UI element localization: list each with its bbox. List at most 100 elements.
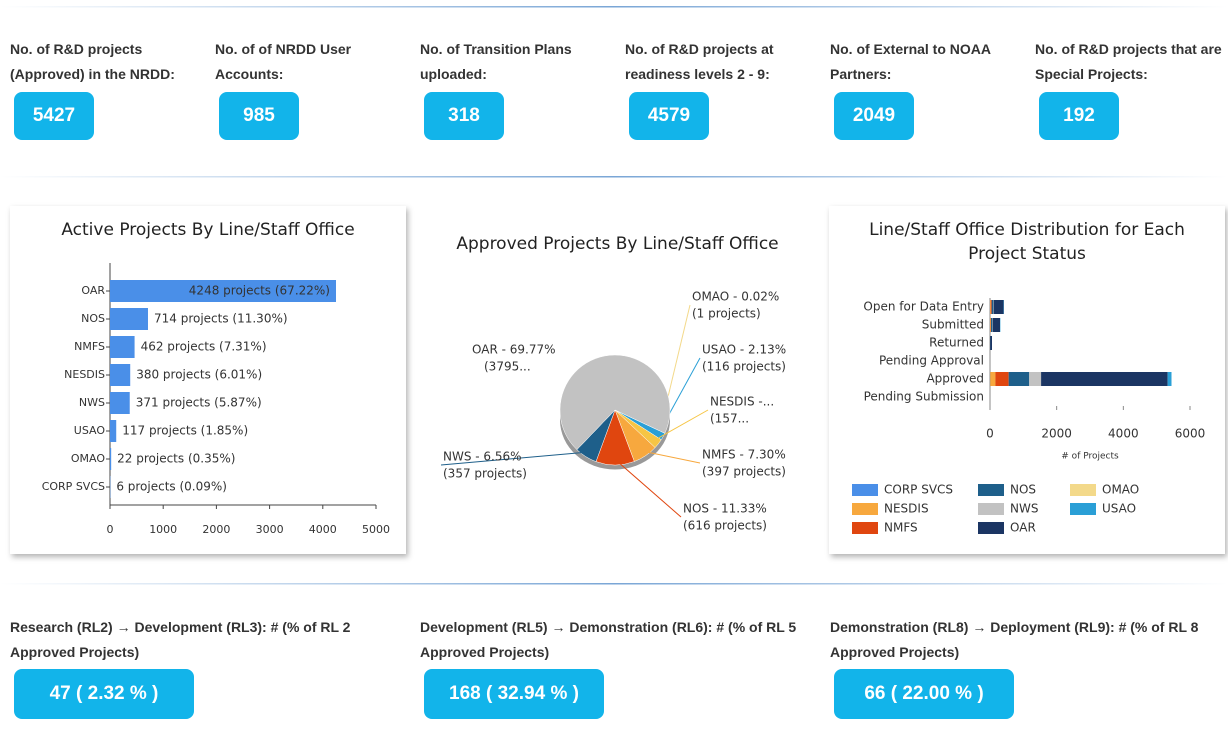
data-label: OMAO - 0.02% [692, 290, 779, 304]
data-label: (616 projects) [683, 519, 767, 533]
x-tick-label: 0 [986, 427, 994, 441]
leader-line [642, 450, 701, 464]
leader-line [653, 409, 709, 441]
legend-label: OMAO [1102, 483, 1139, 497]
data-label: (1 projects) [692, 307, 761, 321]
data-label: (157... [710, 412, 749, 426]
transition-value: 66 ( 22.00 % ) [834, 669, 1014, 719]
bar-segment [990, 372, 996, 386]
y-tick-label: USAO [74, 424, 106, 437]
bar [110, 448, 112, 470]
bar [110, 336, 135, 358]
data-label: NWS - 6.56% [443, 450, 522, 464]
data-label: (357 projects) [443, 467, 527, 481]
bar-segment [995, 372, 1009, 386]
y-tick-label: Approved [926, 372, 984, 386]
data-label: 22 projects (0.35%) [117, 452, 235, 466]
divider [0, 6, 1228, 8]
legend-label: NWS [1010, 502, 1038, 516]
legend-swatch [1070, 484, 1096, 496]
bar [110, 280, 336, 302]
data-label: NMFS - 7.30% [702, 448, 786, 462]
stat-label: No. of Transition Plans uploaded: [420, 41, 572, 82]
data-label: NOS - 11.33% [683, 502, 767, 516]
transition-label: Development (RL5) → Demonstration (RL6):… [420, 619, 797, 660]
legend-swatch [978, 522, 1004, 534]
leader-line [440, 451, 589, 466]
bar [110, 392, 130, 414]
stat-label: No. of R&D projects (Approved) in the NR… [10, 41, 175, 82]
divider [0, 176, 1228, 178]
y-tick-label: NESDIS [64, 368, 105, 381]
data-label: OAR - 69.77% [472, 343, 556, 357]
stat-label: No. of of NRDD User Accounts: [215, 41, 352, 82]
y-tick-label: CORP SVCS [42, 480, 105, 493]
y-tick-label: Pending Approval [879, 354, 984, 368]
y-tick-label: OAR [81, 284, 105, 297]
legend-swatch [978, 484, 1004, 496]
x-tick-label: 2000 [1041, 427, 1072, 441]
bar-segment [991, 318, 993, 332]
y-tick-label: NMFS [74, 340, 105, 353]
y-tick-label: NWS [79, 396, 105, 409]
data-label: (116 projects) [702, 360, 786, 374]
legend-label: NOS [1010, 483, 1036, 497]
data-label: (3795... [484, 360, 531, 374]
transition-label: Research (RL2) → Development (RL3): # (%… [10, 619, 351, 660]
bar-segment [990, 336, 992, 350]
stat-label: No. of R&D projects that are Special Pro… [1035, 41, 1222, 82]
data-label: NESDIS -... [710, 395, 774, 409]
x-tick-label: 4000 [1108, 427, 1139, 441]
bar-segment [991, 300, 994, 314]
x-tick-label: 0 [107, 523, 114, 536]
bar-segment [993, 300, 1004, 314]
legend-label: USAO [1102, 502, 1136, 516]
x-tick-label: 5000 [362, 523, 390, 536]
legend-swatch [852, 484, 878, 496]
bar [110, 308, 148, 330]
y-tick-label: Open for Data Entry [863, 300, 984, 314]
data-label: 380 projects (6.01%) [136, 368, 262, 382]
stat-value: 2049 [834, 92, 914, 140]
bar-segment [1167, 372, 1172, 386]
data-label: 117 projects (1.85%) [122, 424, 248, 438]
stat-value: 5427 [14, 92, 94, 140]
bar-segment [1029, 372, 1042, 386]
legend-label: OAR [1010, 521, 1036, 535]
legend-swatch [852, 503, 878, 515]
transition-value: 47 ( 2.32 % ) [14, 669, 194, 719]
divider [0, 583, 1228, 585]
data-label: 714 projects (11.30%) [154, 312, 288, 326]
legend-label: CORP SVCS [884, 483, 953, 497]
data-label: 462 projects (7.31%) [141, 340, 267, 354]
x-axis-label: # of Projects [1061, 452, 1119, 462]
bar-segment [1008, 372, 1030, 386]
x-tick-label: 3000 [256, 523, 284, 536]
bar-segment [992, 318, 1000, 332]
bar-segment [990, 318, 991, 332]
stat-label: No. of External to NOAA Partners: [830, 41, 991, 82]
bar [110, 364, 131, 386]
chart-title: Active Projects By Line/Staff Office [61, 220, 355, 240]
bar [110, 420, 117, 442]
chart-title: Line/Staff Office Distribution for Each … [869, 220, 1185, 264]
legend-label: NMFS [884, 521, 918, 535]
y-tick-label: Submitted [922, 318, 984, 332]
stat-label: No. of R&D projects at readiness levels … [625, 41, 774, 82]
transition-label: Demonstration (RL8) → Deployment (RL9): … [830, 619, 1199, 660]
data-label: (397 projects) [702, 465, 786, 479]
x-tick-label: 2000 [202, 523, 230, 536]
bar-segment [990, 300, 992, 314]
data-label: 371 projects (5.87%) [136, 396, 262, 410]
leader-line [601, 357, 607, 362]
y-tick-label: Pending Submission [864, 390, 984, 404]
legend-swatch [1070, 503, 1096, 515]
bar-segment [1041, 372, 1168, 386]
x-tick-label: 4000 [309, 523, 337, 536]
legend-swatch [852, 522, 878, 534]
data-label: 6 projects (0.09%) [116, 480, 227, 494]
data-label: USAO - 2.13% [702, 343, 786, 357]
y-tick-label: NOS [81, 312, 105, 325]
legend-swatch [978, 503, 1004, 515]
